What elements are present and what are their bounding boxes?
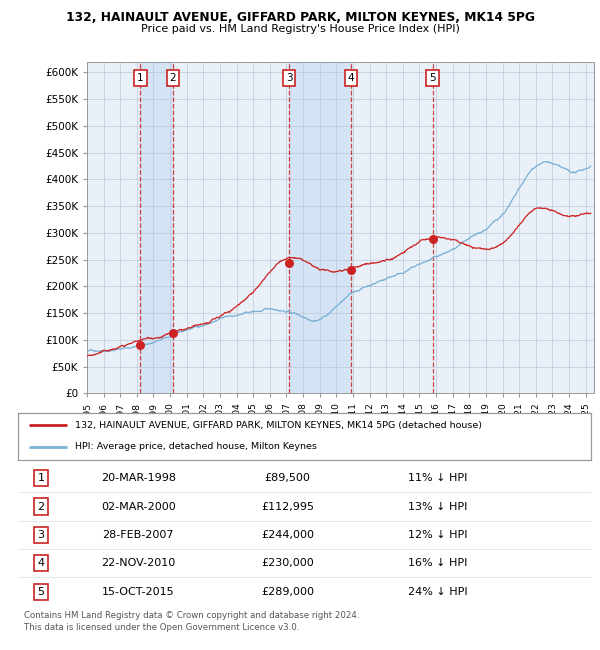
Text: Contains HM Land Registry data © Crown copyright and database right 2024.: Contains HM Land Registry data © Crown c… bbox=[24, 611, 359, 620]
Text: 4: 4 bbox=[37, 558, 44, 568]
Text: Price paid vs. HM Land Registry's House Price Index (HPI): Price paid vs. HM Land Registry's House … bbox=[140, 24, 460, 34]
Text: HPI: Average price, detached house, Milton Keynes: HPI: Average price, detached house, Milt… bbox=[76, 443, 317, 451]
Text: 4: 4 bbox=[348, 73, 355, 83]
Text: 22-NOV-2010: 22-NOV-2010 bbox=[101, 558, 175, 568]
Text: £289,000: £289,000 bbox=[261, 587, 314, 597]
Text: 20-MAR-1998: 20-MAR-1998 bbox=[101, 473, 176, 483]
Text: 5: 5 bbox=[429, 73, 436, 83]
Text: 2: 2 bbox=[37, 502, 44, 512]
Text: 13% ↓ HPI: 13% ↓ HPI bbox=[407, 502, 467, 512]
Text: £230,000: £230,000 bbox=[261, 558, 314, 568]
Text: 24% ↓ HPI: 24% ↓ HPI bbox=[407, 587, 467, 597]
Text: 132, HAINAULT AVENUE, GIFFARD PARK, MILTON KEYNES, MK14 5PG: 132, HAINAULT AVENUE, GIFFARD PARK, MILT… bbox=[65, 11, 535, 24]
Text: £89,500: £89,500 bbox=[265, 473, 310, 483]
Text: 1: 1 bbox=[137, 73, 143, 83]
Text: 132, HAINAULT AVENUE, GIFFARD PARK, MILTON KEYNES, MK14 5PG (detached house): 132, HAINAULT AVENUE, GIFFARD PARK, MILT… bbox=[76, 421, 482, 430]
Text: 5: 5 bbox=[37, 587, 44, 597]
Bar bbox=[289, 62, 351, 393]
Text: 3: 3 bbox=[286, 73, 292, 83]
Text: 28-FEB-2007: 28-FEB-2007 bbox=[103, 530, 174, 540]
Text: £112,995: £112,995 bbox=[261, 502, 314, 512]
Text: 11% ↓ HPI: 11% ↓ HPI bbox=[407, 473, 467, 483]
Text: 02-MAR-2000: 02-MAR-2000 bbox=[101, 502, 176, 512]
Text: 3: 3 bbox=[37, 530, 44, 540]
Text: 2: 2 bbox=[170, 73, 176, 83]
Text: 16% ↓ HPI: 16% ↓ HPI bbox=[407, 558, 467, 568]
Text: 12% ↓ HPI: 12% ↓ HPI bbox=[407, 530, 467, 540]
Text: 1: 1 bbox=[37, 473, 44, 483]
Text: 15-OCT-2015: 15-OCT-2015 bbox=[102, 587, 175, 597]
Text: £244,000: £244,000 bbox=[261, 530, 314, 540]
Bar bbox=[140, 62, 173, 393]
Text: This data is licensed under the Open Government Licence v3.0.: This data is licensed under the Open Gov… bbox=[24, 623, 299, 632]
